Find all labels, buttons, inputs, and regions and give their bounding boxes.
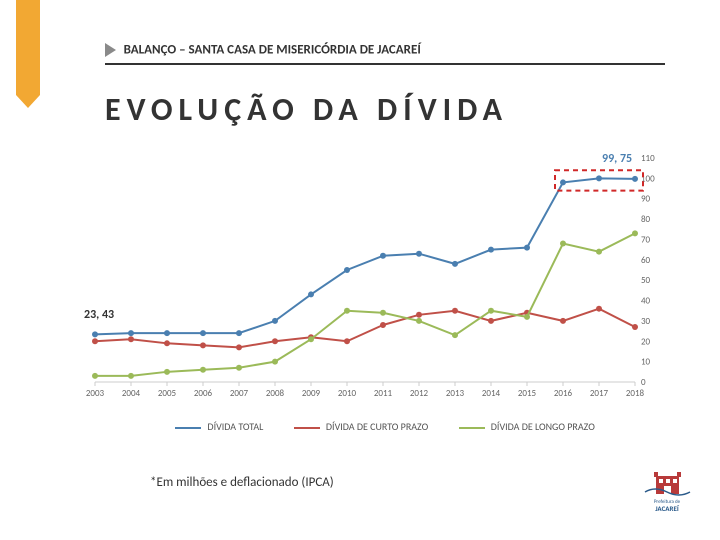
svg-text:2016: 2016 [554, 388, 573, 399]
svg-text:2009: 2009 [302, 388, 321, 399]
svg-text:2011: 2011 [374, 388, 393, 399]
svg-text:2008: 2008 [266, 388, 285, 399]
svg-text:20: 20 [641, 336, 651, 347]
legend-label-longo: DÍVIDA DE LONGO PRAZO [491, 420, 595, 433]
svg-text:2018: 2018 [626, 388, 645, 399]
page-title: EVOLUÇÃO DA DÍVIDA [105, 90, 508, 129]
svg-text:90: 90 [641, 194, 651, 205]
svg-text:2013: 2013 [446, 388, 465, 399]
svg-text:60: 60 [641, 255, 651, 266]
svg-text:2005: 2005 [158, 388, 177, 399]
svg-text:70: 70 [641, 234, 651, 245]
legend-swatch-curto [294, 427, 320, 429]
svg-text:2015: 2015 [518, 388, 537, 399]
legend-label-curto: DÍVIDA DE CURTO PRAZO [326, 420, 428, 433]
svg-text:10: 10 [641, 357, 651, 368]
svg-text:JACAREÍ: JACAREÍ [655, 504, 680, 513]
svg-text:2010: 2010 [338, 388, 357, 399]
svg-text:2006: 2006 [194, 388, 213, 399]
header-text: BALANÇO – SANTA CASA DE MISERICÓRDIA DE … [124, 43, 421, 58]
svg-text:2014: 2014 [482, 388, 501, 399]
slide-header: BALANÇO – SANTA CASA DE MISERICÓRDIA DE … [105, 40, 680, 65]
svg-text:2017: 2017 [590, 388, 609, 399]
legend-item-curto: DÍVIDA DE CURTO PRAZO [294, 420, 429, 433]
svg-text:80: 80 [641, 214, 651, 225]
debt-evolution-chart: 0102030405060708090100110200320042005200… [85, 150, 675, 410]
svg-text:2004: 2004 [122, 388, 141, 399]
header-marker-icon [105, 43, 116, 57]
svg-text:50: 50 [641, 275, 651, 286]
legend-item-longo: DÍVIDA DE LONGO PRAZO [459, 420, 595, 433]
header-underline [105, 63, 665, 65]
svg-text:0: 0 [641, 377, 646, 388]
svg-text:40: 40 [641, 296, 651, 307]
svg-text:110: 110 [641, 153, 655, 164]
svg-text:2003: 2003 [86, 388, 105, 399]
chart-footnote: *Em milhões e deflacionado (IPCA) [150, 475, 334, 490]
legend-swatch-longo [459, 427, 485, 429]
svg-text:30: 30 [641, 316, 651, 327]
legend-label-total: DÍVIDA TOTAL [207, 420, 263, 433]
legend-item-total: DÍVIDA TOTAL [175, 420, 263, 433]
svg-text:2012: 2012 [410, 388, 429, 399]
jacarei-logo: Prefeitura de JACAREÍ [640, 470, 695, 515]
chart-legend: DÍVIDA TOTAL DÍVIDA DE CURTO PRAZO DÍVID… [105, 420, 665, 433]
svg-text:2007: 2007 [230, 388, 249, 399]
legend-swatch-total [175, 427, 201, 429]
left-accent-bar [10, 0, 48, 540]
